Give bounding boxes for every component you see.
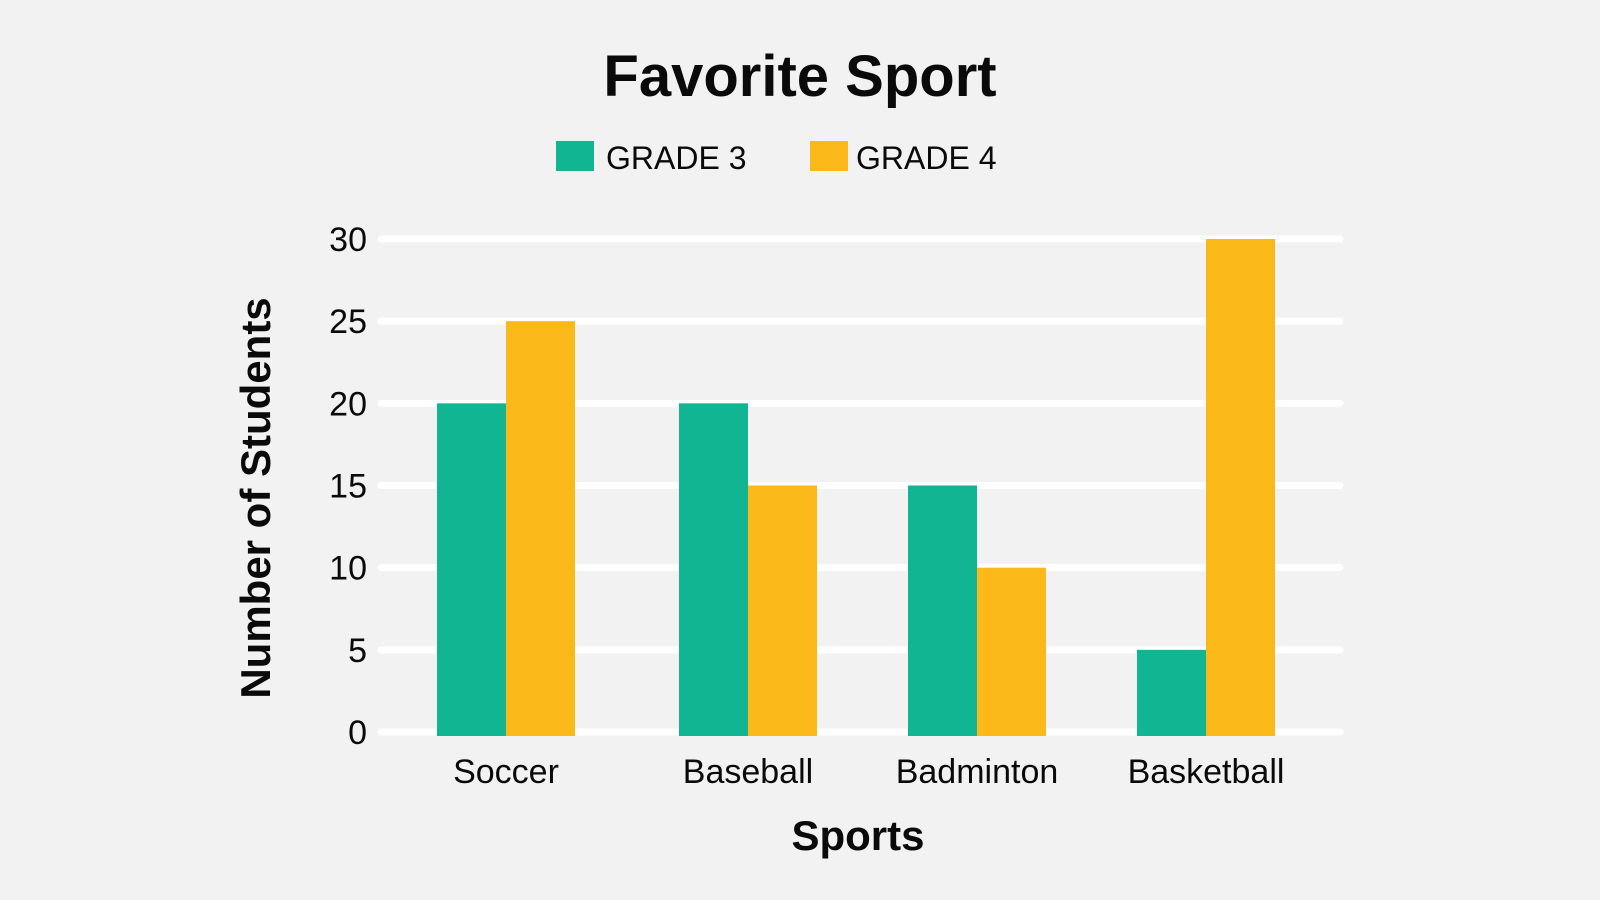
y-tick-label: 5: [348, 632, 367, 670]
bar-badminton-grade-3: [908, 485, 977, 736]
bar-soccer-grade-4: [506, 321, 575, 736]
y-tick-label: 20: [329, 385, 367, 423]
y-tick-label: 0: [348, 714, 367, 752]
bars: [437, 239, 1275, 736]
legend-label-grade-3: GRADE 3: [606, 140, 746, 176]
y-tick-label: 10: [329, 550, 367, 588]
bar-baseball-grade-4: [748, 485, 817, 736]
legend-swatch-grade-4: [810, 141, 848, 171]
chart-title: Favorite Sport: [603, 44, 996, 109]
legend-swatch-grade-3: [556, 141, 594, 171]
bar-basketball-grade-4: [1206, 239, 1275, 736]
y-axis-title: Number of Students: [232, 297, 279, 698]
x-axis-labels: Soccer Baseball Badminton Basketball: [453, 753, 1284, 791]
bar-basketball-grade-3: [1137, 649, 1206, 736]
x-category-label: Basketball: [1128, 753, 1285, 791]
y-axis-ticks: 0 5 10 15 20 25 30: [329, 221, 367, 752]
x-category-label: Badminton: [896, 753, 1059, 791]
x-category-label: Baseball: [683, 753, 813, 791]
bar-baseball-grade-3: [679, 403, 748, 736]
y-tick-label: 25: [329, 303, 367, 341]
bar-soccer-grade-3: [437, 403, 506, 736]
bar-badminton-grade-4: [977, 567, 1046, 736]
legend: GRADE 3 GRADE 4: [556, 140, 996, 176]
x-axis-title: Sports: [791, 812, 924, 859]
y-tick-label: 30: [329, 221, 367, 259]
x-category-label: Soccer: [453, 753, 559, 791]
legend-label-grade-4: GRADE 4: [856, 140, 996, 176]
y-tick-label: 15: [329, 468, 367, 506]
